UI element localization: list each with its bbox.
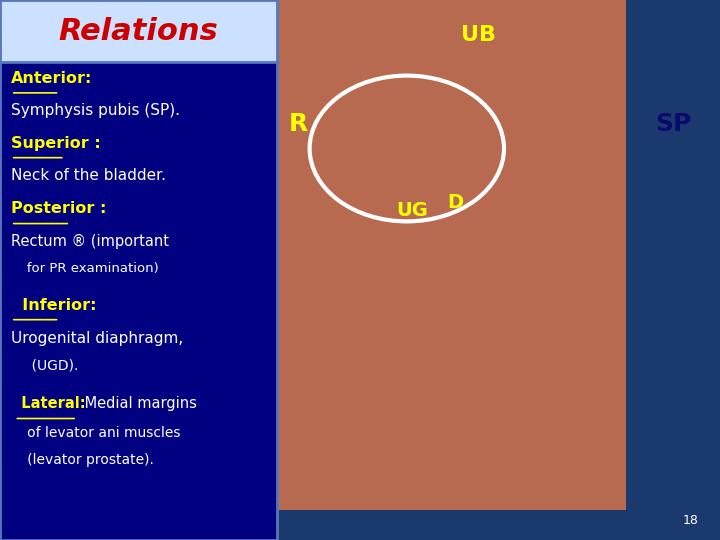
Text: Posterior :: Posterior : bbox=[11, 201, 106, 217]
Text: of levator ani muscles: of levator ani muscles bbox=[14, 426, 181, 440]
Text: (levator prostate).: (levator prostate). bbox=[14, 453, 154, 467]
Text: Anterior:: Anterior: bbox=[11, 71, 92, 86]
Text: (UGD).: (UGD). bbox=[14, 359, 78, 373]
Text: Medial margins: Medial margins bbox=[80, 396, 197, 411]
Text: SP: SP bbox=[655, 112, 691, 136]
Text: 18: 18 bbox=[683, 514, 698, 526]
Text: UG: UG bbox=[396, 201, 428, 220]
Text: Relations: Relations bbox=[59, 17, 218, 45]
Text: Inferior:: Inferior: bbox=[11, 298, 96, 313]
FancyBboxPatch shape bbox=[0, 0, 277, 62]
Text: for PR examination): for PR examination) bbox=[14, 262, 159, 275]
Text: Superior :: Superior : bbox=[11, 136, 101, 151]
Text: Symphysis pubis (SP).: Symphysis pubis (SP). bbox=[11, 103, 180, 118]
FancyBboxPatch shape bbox=[0, 0, 277, 540]
Text: Rectum ® (important: Rectum ® (important bbox=[11, 234, 168, 249]
Text: D: D bbox=[447, 193, 463, 212]
Text: R: R bbox=[289, 112, 308, 136]
Text: Neck of the bladder.: Neck of the bladder. bbox=[11, 168, 166, 183]
Text: Urogenital diaphragm,: Urogenital diaphragm, bbox=[11, 331, 183, 346]
FancyBboxPatch shape bbox=[277, 510, 720, 540]
Text: Lateral:: Lateral: bbox=[11, 396, 86, 411]
Text: UB: UB bbox=[462, 25, 496, 45]
FancyBboxPatch shape bbox=[277, 0, 720, 540]
FancyBboxPatch shape bbox=[626, 0, 720, 540]
